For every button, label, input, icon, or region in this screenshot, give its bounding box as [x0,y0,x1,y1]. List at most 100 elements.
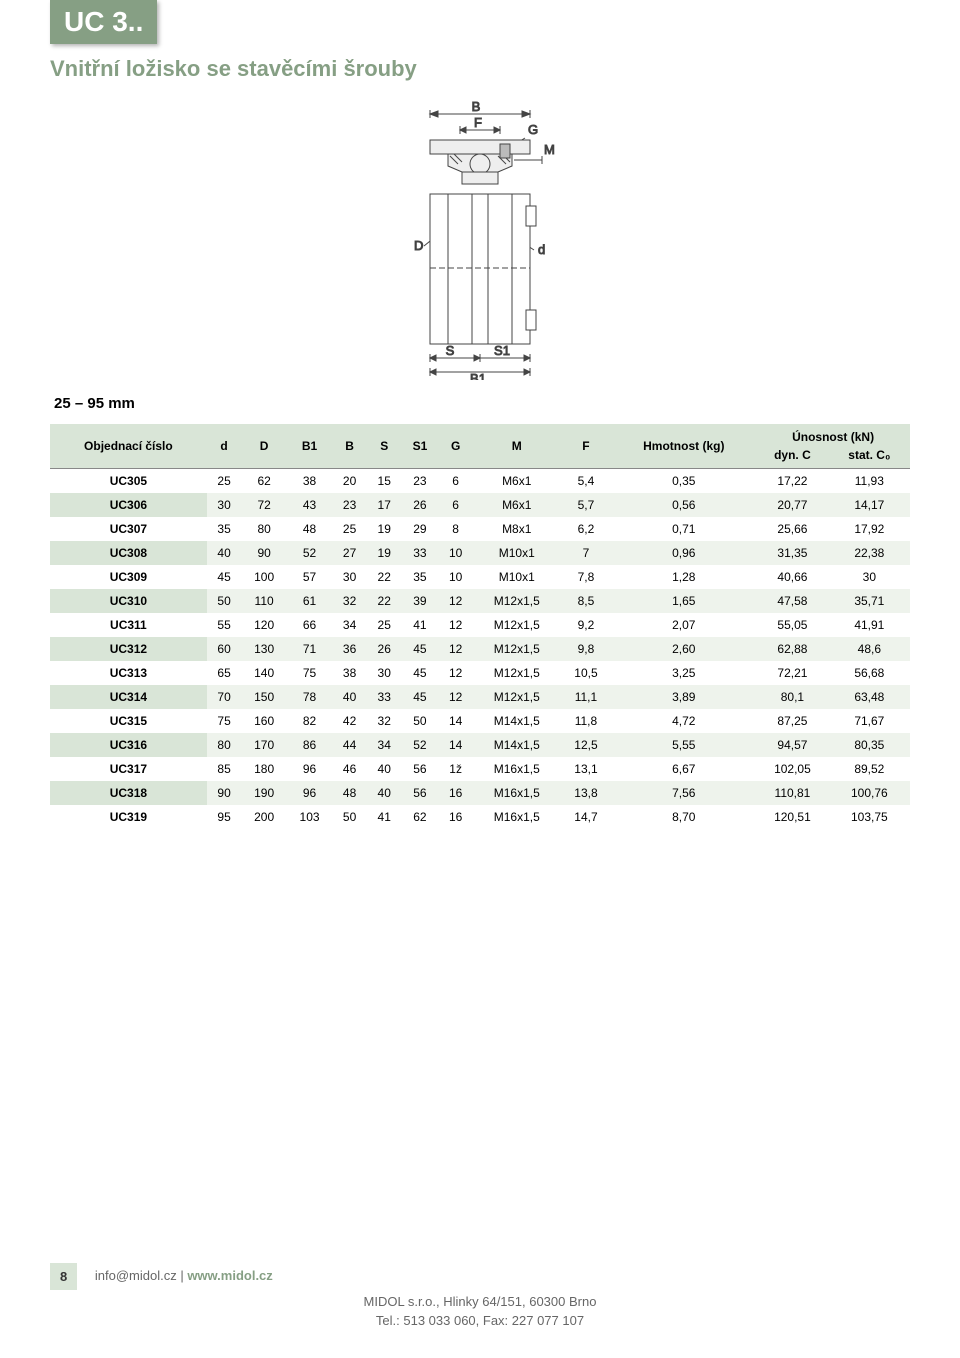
table-cell: 33 [402,541,439,565]
table-cell: 120,51 [756,805,828,829]
table-cell: 71 [287,637,332,661]
table-cell: 31,35 [756,541,828,565]
table-cell: 55,05 [756,613,828,637]
table-cell: 72,21 [756,661,828,685]
table-cell: 80,35 [829,733,910,757]
table-cell: 170 [241,733,286,757]
table-cell: 41 [367,805,402,829]
col-S: S [367,424,402,469]
table-cell: 32 [332,589,367,613]
table-cell: 17,22 [756,469,828,494]
table-cell: 12 [438,661,473,685]
table-cell: 29 [402,517,439,541]
table-cell: 6 [438,493,473,517]
table-cell: 85 [207,757,242,781]
table-cell: 16 [438,781,473,805]
dim-F: F [474,115,482,130]
col-unosnost: Únosnost (kN) [756,424,910,446]
table-cell: 140 [241,661,286,685]
table-cell: 19 [367,541,402,565]
table-cell: 80 [207,733,242,757]
table-cell: 3,25 [611,661,756,685]
table-row: UC309451005730223510M10x17,81,2840,6630 [50,565,910,589]
table-cell: 9,2 [561,613,612,637]
col-statC0: stat. C₀ [829,446,910,469]
table-cell: 10 [438,541,473,565]
table-cell: 35 [207,517,242,541]
table-cell: 0,96 [611,541,756,565]
table-cell: 10,5 [561,661,612,685]
table-cell: 1ž [438,757,473,781]
table-cell: 45 [402,637,439,661]
dim-B1: B1 [470,371,486,380]
table-cell: 8,5 [561,589,612,613]
table-cell: 39 [402,589,439,613]
table-cell: 45 [207,565,242,589]
dim-S1: S1 [494,343,510,358]
table-cell: 48 [332,781,367,805]
row-part-number: UC318 [50,781,207,805]
table-cell: M12x1,5 [473,637,561,661]
table-cell: M10x1 [473,541,561,565]
table-cell: 80,1 [756,685,828,709]
size-range: 25 – 95 mm [54,395,910,412]
table-cell: 14,17 [829,493,910,517]
technical-diagram: B F G M [50,100,910,385]
table-cell: 90 [207,781,242,805]
row-part-number: UC309 [50,565,207,589]
table-cell: 17,92 [829,517,910,541]
table-cell: 22 [367,565,402,589]
table-cell: 130 [241,637,286,661]
table-cell: 78 [287,685,332,709]
dim-d: d [538,242,545,257]
table-cell: 20 [332,469,367,494]
row-part-number: UC313 [50,661,207,685]
table-cell: 3,89 [611,685,756,709]
table-cell: 48 [287,517,332,541]
table-cell: 14 [438,733,473,757]
table-cell: 22,38 [829,541,910,565]
table-cell: 13,8 [561,781,612,805]
table-cell: 11,1 [561,685,612,709]
table-cell: 41,91 [829,613,910,637]
table-cell: 62 [402,805,439,829]
table-cell: 7,56 [611,781,756,805]
table-cell: M16x1,5 [473,781,561,805]
table-cell: 71,67 [829,709,910,733]
table-cell: 1,65 [611,589,756,613]
table-cell: 70 [207,685,242,709]
table-cell: 26 [402,493,439,517]
row-part-number: UC317 [50,757,207,781]
table-cell: 87,25 [756,709,828,733]
table-row: UC3199520010350416216M16x1,514,78,70120,… [50,805,910,829]
table-cell: 56 [402,781,439,805]
dim-M: M [544,142,555,157]
table-cell: 60 [207,637,242,661]
table-cell: M12x1,5 [473,613,561,637]
table-row: UC3052562382015236M6x15,40,3517,2211,93 [50,469,910,494]
table-cell: 75 [287,661,332,685]
table-cell: 23 [332,493,367,517]
table-cell: 11,8 [561,709,612,733]
table-cell: 38 [287,469,332,494]
table-cell: 30 [829,565,910,589]
dim-D: D [414,238,423,253]
table-cell: 96 [287,781,332,805]
page-number: 8 [50,1263,77,1290]
table-cell: 6,2 [561,517,612,541]
col-G: G [438,424,473,469]
table-cell: 12 [438,613,473,637]
table-cell: 6,67 [611,757,756,781]
table-cell: M12x1,5 [473,589,561,613]
table-cell: 36 [332,637,367,661]
table-cell: 5,7 [561,493,612,517]
table-cell: 102,05 [756,757,828,781]
col-objednaci: Objednací číslo [50,424,207,469]
table-cell: 38 [332,661,367,685]
table-row: UC314701507840334512M12x1,511,13,8980,16… [50,685,910,709]
table-cell: 17 [367,493,402,517]
table-cell: 56 [402,757,439,781]
table-cell: 0,56 [611,493,756,517]
table-cell: 8,70 [611,805,756,829]
table-cell: 34 [367,733,402,757]
